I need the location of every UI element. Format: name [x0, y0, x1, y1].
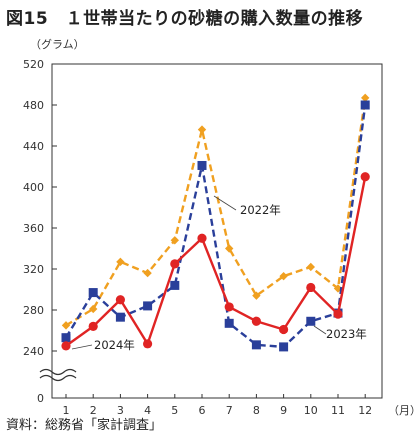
- series-2024年: [61, 172, 370, 351]
- x-axis-unit-label: （月）: [388, 404, 420, 417]
- series-line-2023年: [64, 104, 367, 349]
- point-2023年-4: [143, 301, 153, 311]
- y-tick-label-520: 520: [23, 58, 44, 71]
- point-2022年-8: [252, 291, 261, 300]
- point-2023年-9: [279, 342, 289, 352]
- point-2024年-8: [251, 316, 261, 326]
- y-tick-label-320: 320: [23, 263, 44, 276]
- x-tick-label-9: 9: [280, 404, 287, 417]
- point-2023年-6: [197, 160, 207, 170]
- y-tick-label-0: 0: [37, 392, 44, 405]
- point-2022年-10: [306, 262, 315, 272]
- x-tick-label-6: 6: [199, 404, 206, 417]
- series-label-2022年: 2022年: [240, 203, 281, 217]
- x-tick-label-11: 11: [331, 404, 345, 417]
- axis-break-mark-2: [39, 374, 77, 382]
- point-2022年-1: [61, 321, 71, 330]
- plot-frame: [51, 63, 383, 399]
- x-tick-label-10: 10: [304, 404, 318, 417]
- point-2024年-11: [333, 309, 343, 319]
- point-2023年-7: [224, 318, 234, 328]
- series-label-2024年: 2024年: [94, 338, 135, 352]
- point-2023年-2: [88, 288, 98, 298]
- point-2024年-10: [306, 282, 316, 293]
- series-label-2023年: 2023年: [326, 327, 367, 341]
- series-2022年: [61, 93, 370, 330]
- point-2024年-2: [88, 321, 98, 331]
- point-2022年-7: [225, 244, 234, 253]
- point-2023年-3: [115, 312, 125, 322]
- leader-line-2023年: [313, 325, 327, 335]
- x-tick-label-5: 5: [171, 404, 178, 417]
- leader-line-2022年: [213, 195, 237, 211]
- point-2023年-12: [360, 100, 370, 110]
- point-2024年-9: [279, 324, 289, 335]
- y-tick-label-280: 280: [23, 304, 44, 317]
- point-2022年-6: [197, 125, 207, 134]
- chart-title: 図15 １世帯当たりの砂糖の購入数量の推移: [6, 9, 364, 29]
- source-note: 資料：総務省「家計調査」: [6, 418, 163, 433]
- series-line-2022年: [65, 97, 367, 327]
- y-tick-label-400: 400: [23, 181, 44, 194]
- point-2022年-2: [89, 304, 98, 314]
- y-axis-unit-label: （グラム）: [30, 38, 85, 51]
- x-tick-label-8: 8: [253, 404, 260, 417]
- y-tick-label-360: 360: [23, 222, 44, 235]
- chart-series: [61, 93, 370, 352]
- point-2022年-12: [361, 93, 370, 103]
- series-line-2024年: [65, 176, 367, 347]
- chart-labels: 2022年 2023年 2024年: [71, 195, 367, 352]
- point-2022年-9: [279, 271, 288, 281]
- point-2024年-5: [170, 259, 180, 269]
- point-2022年-4: [143, 268, 152, 278]
- y-tick-label-240: 240: [23, 345, 44, 358]
- x-tick-label-4: 4: [144, 404, 151, 417]
- point-2022年-5: [170, 236, 179, 245]
- point-2023年-8: [251, 340, 261, 350]
- x-tick-label-7: 7: [226, 404, 233, 417]
- x-tick-label-3: 3: [117, 404, 124, 417]
- point-2024年-4: [143, 339, 153, 349]
- y-tick-label-440: 440: [23, 140, 44, 153]
- point-2022年-3: [116, 257, 125, 267]
- x-tick-label-1: 1: [63, 404, 70, 417]
- point-2023年-1: [61, 333, 71, 343]
- point-2024年-1: [61, 341, 71, 351]
- axis-break-mark-1: [39, 368, 77, 376]
- point-2023年-10: [306, 316, 316, 326]
- y-tick-label-480: 480: [23, 99, 44, 112]
- x-tick-label-2: 2: [90, 404, 97, 417]
- point-2024年-3: [115, 295, 125, 305]
- point-2023年-5: [170, 280, 180, 290]
- point-2024年-12: [360, 172, 370, 182]
- leader-line-2024年: [71, 344, 93, 350]
- x-tick-label-12: 12: [358, 404, 372, 417]
- point-2024年-6: [197, 233, 207, 243]
- point-2024年-7: [224, 302, 234, 312]
